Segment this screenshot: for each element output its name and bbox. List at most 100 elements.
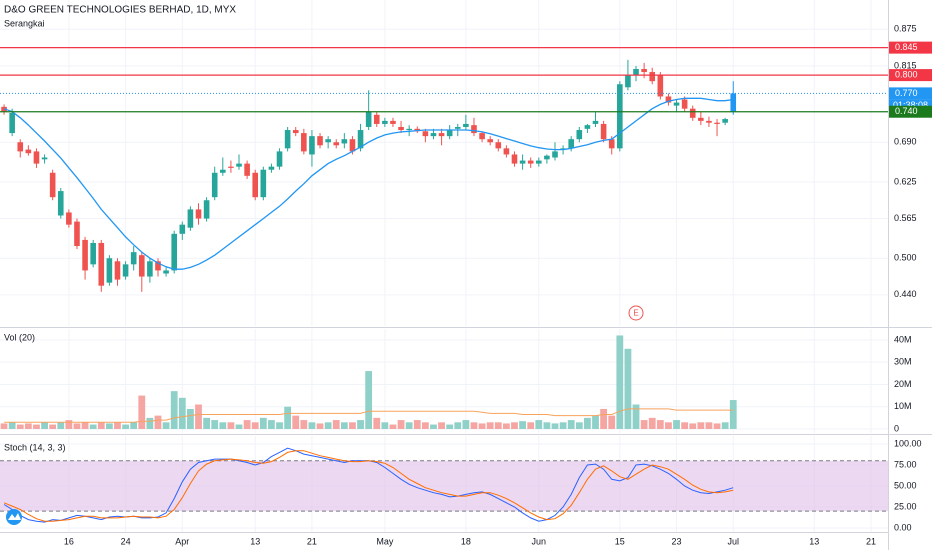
volume-bar bbox=[389, 424, 397, 429]
candle-body bbox=[244, 163, 250, 176]
volume-bar bbox=[284, 406, 292, 429]
candle-body bbox=[106, 258, 113, 283]
volume-bar bbox=[470, 422, 478, 429]
volume-bar bbox=[397, 420, 405, 429]
candle-body bbox=[446, 130, 453, 137]
y-tick-label: 0.565 bbox=[894, 213, 917, 223]
volume-bar bbox=[600, 408, 608, 429]
candle-body bbox=[252, 172, 259, 198]
candle-body bbox=[325, 139, 331, 143]
volume-bar bbox=[227, 422, 235, 429]
volume-bar bbox=[89, 424, 97, 429]
candle-body bbox=[147, 261, 153, 277]
stoch-band bbox=[0, 460, 888, 512]
pane-title: Vol (20) bbox=[4, 332, 35, 342]
candle-body bbox=[33, 151, 40, 164]
volume-bar bbox=[705, 422, 713, 429]
candle-body bbox=[527, 160, 534, 164]
price-tag bbox=[889, 69, 932, 82]
candle-body bbox=[203, 200, 210, 219]
candle-body bbox=[665, 96, 672, 103]
candle-body bbox=[698, 117, 704, 121]
volume-bar bbox=[16, 424, 24, 429]
candle-body bbox=[25, 149, 32, 154]
candle-body bbox=[74, 221, 80, 247]
candle-body bbox=[49, 172, 56, 198]
candle-body bbox=[608, 139, 615, 149]
candle-body bbox=[82, 239, 88, 271]
volume-bar bbox=[114, 422, 121, 429]
x-tick-label: 24 bbox=[121, 536, 131, 546]
y-tick-label: 30M bbox=[894, 357, 912, 367]
x-tick-label: 16 bbox=[64, 536, 74, 546]
y-tick-label: 0.875 bbox=[894, 24, 917, 34]
y-tick-label: 0.625 bbox=[894, 176, 917, 186]
volume-bar bbox=[105, 423, 113, 429]
candle-body bbox=[357, 130, 364, 149]
volume-bar bbox=[203, 417, 211, 429]
volume-bar bbox=[502, 423, 510, 429]
candle-body bbox=[90, 242, 96, 265]
candle-body bbox=[57, 191, 64, 216]
volume-bar bbox=[73, 423, 81, 429]
x-tick-label: Jul bbox=[727, 536, 739, 546]
volume-bar bbox=[478, 423, 486, 429]
candle-body bbox=[576, 130, 583, 140]
volume-bar bbox=[146, 417, 154, 429]
countdown-label: 01:38:08 bbox=[893, 100, 928, 110]
indicator-label: Serangkai bbox=[4, 18, 45, 28]
candle-body bbox=[487, 139, 493, 143]
candle-body bbox=[98, 242, 105, 286]
candle-body bbox=[382, 120, 388, 124]
candle-body bbox=[122, 264, 129, 277]
candle-body bbox=[633, 68, 639, 76]
marks bbox=[0, 47, 888, 523]
candle-body bbox=[341, 139, 348, 144]
candle-body bbox=[519, 160, 526, 164]
candle-body bbox=[673, 102, 680, 106]
candle-body bbox=[349, 139, 356, 152]
volume-bar bbox=[656, 420, 664, 429]
x-tick-label: Jun bbox=[532, 536, 547, 546]
x-tick-label: 21 bbox=[307, 536, 317, 546]
volume-bar bbox=[430, 424, 437, 429]
candle-body bbox=[187, 209, 194, 228]
y-tick-label: 75.00 bbox=[894, 459, 917, 469]
candle-body bbox=[511, 154, 518, 164]
candle-body bbox=[681, 99, 688, 109]
candle-body bbox=[292, 130, 299, 134]
volume-bar bbox=[162, 422, 170, 429]
x-tick-label: 18 bbox=[461, 536, 471, 546]
volume-bar bbox=[616, 335, 624, 429]
x-tick-label: May bbox=[376, 536, 394, 546]
volume-bar bbox=[575, 422, 583, 429]
y-tick-label: 0.690 bbox=[894, 137, 917, 147]
volume-bar bbox=[332, 420, 340, 429]
candle-body bbox=[171, 233, 177, 271]
candle-body bbox=[155, 261, 161, 271]
volume-bar bbox=[187, 408, 194, 429]
candle-body bbox=[495, 142, 502, 149]
candle-body bbox=[130, 252, 137, 265]
candle-body bbox=[179, 224, 186, 234]
volume-bar bbox=[373, 417, 381, 429]
candle-body bbox=[722, 119, 728, 123]
candle-body bbox=[544, 155, 550, 160]
volume-bar bbox=[138, 395, 146, 429]
volume-bar bbox=[154, 415, 162, 429]
candle-body bbox=[503, 148, 510, 155]
price-tag-label: 0.770 bbox=[895, 88, 918, 98]
volume-bar bbox=[211, 420, 219, 429]
x-tick-label: Apr bbox=[175, 536, 189, 546]
y-tick-label: 25.00 bbox=[894, 501, 917, 511]
candle-body bbox=[398, 126, 404, 131]
volume-bar bbox=[729, 400, 737, 429]
volume-bar bbox=[632, 404, 640, 429]
x-tick-label: 15 bbox=[615, 536, 625, 546]
candle-body bbox=[471, 125, 477, 134]
candle-body bbox=[268, 166, 275, 170]
volume-bar bbox=[681, 422, 689, 429]
volume-bar bbox=[446, 424, 454, 429]
candle-body bbox=[552, 151, 558, 158]
